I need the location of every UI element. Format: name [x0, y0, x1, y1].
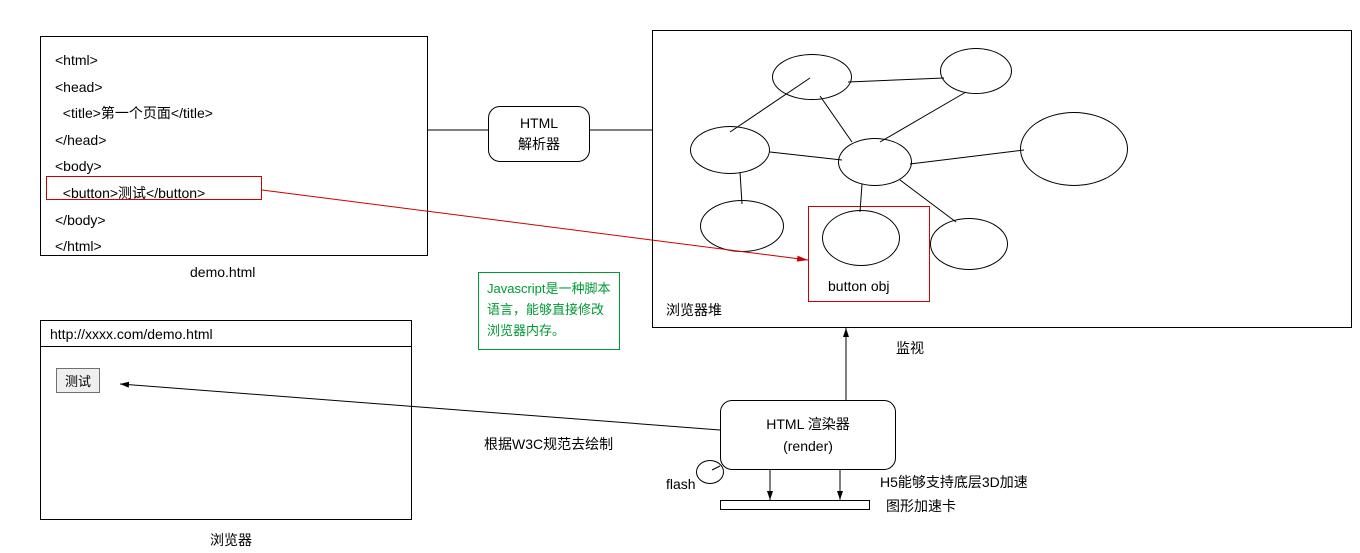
heap-node [930, 218, 1008, 270]
renderer-line1: HTML 渲染器 [721, 413, 895, 435]
js-note: Javascript是一种脚本语言，能够直接修改浏览器内存。 [478, 272, 620, 350]
heap-node [838, 138, 912, 186]
heap-node [1020, 112, 1128, 186]
heap-node [772, 54, 852, 100]
gpu-bar [720, 500, 870, 510]
code-highlight-box [46, 176, 262, 200]
watch-label: 监视 [896, 338, 924, 358]
heap-node-button [822, 210, 900, 266]
code-panel: <html> <head> <title>第一个页面</title> </hea… [40, 36, 428, 256]
code-panel-caption: demo.html [190, 264, 255, 280]
heap-node [700, 200, 784, 252]
gpu-label: 图形加速卡 [886, 496, 956, 516]
renderer-box: HTML 渲染器 (render) [720, 400, 896, 470]
code-line: </html> [55, 233, 413, 260]
browser-test-button[interactable]: 测试 [56, 368, 100, 393]
w3c-label: 根据W3C规范去绘制 [484, 434, 613, 454]
browser-url: http://xxxx.com/demo.html [50, 326, 213, 342]
parser-line1: HTML [489, 113, 589, 134]
heap-node [940, 48, 1012, 94]
parser-box: HTML 解析器 [488, 106, 590, 162]
heap-caption: 浏览器堆 [666, 300, 722, 320]
flash-label: flash [666, 476, 696, 492]
button-obj-label: button obj [828, 278, 890, 294]
code-line: <head> [55, 74, 413, 101]
browser-panel [40, 320, 412, 520]
code-line: </head> [55, 127, 413, 154]
renderer-line2: (render) [721, 435, 895, 457]
flash-plugin-icon [696, 460, 724, 484]
code-line: <title>第一个页面</title> [55, 100, 413, 127]
parser-line2: 解析器 [489, 134, 589, 155]
browser-divider [40, 346, 412, 347]
browser-caption: 浏览器 [210, 530, 252, 550]
code-line: </body> [55, 207, 413, 234]
h5-label: H5能够支持底层3D加速 [880, 472, 1028, 492]
heap-node [690, 126, 770, 174]
code-line: <html> [55, 47, 413, 74]
